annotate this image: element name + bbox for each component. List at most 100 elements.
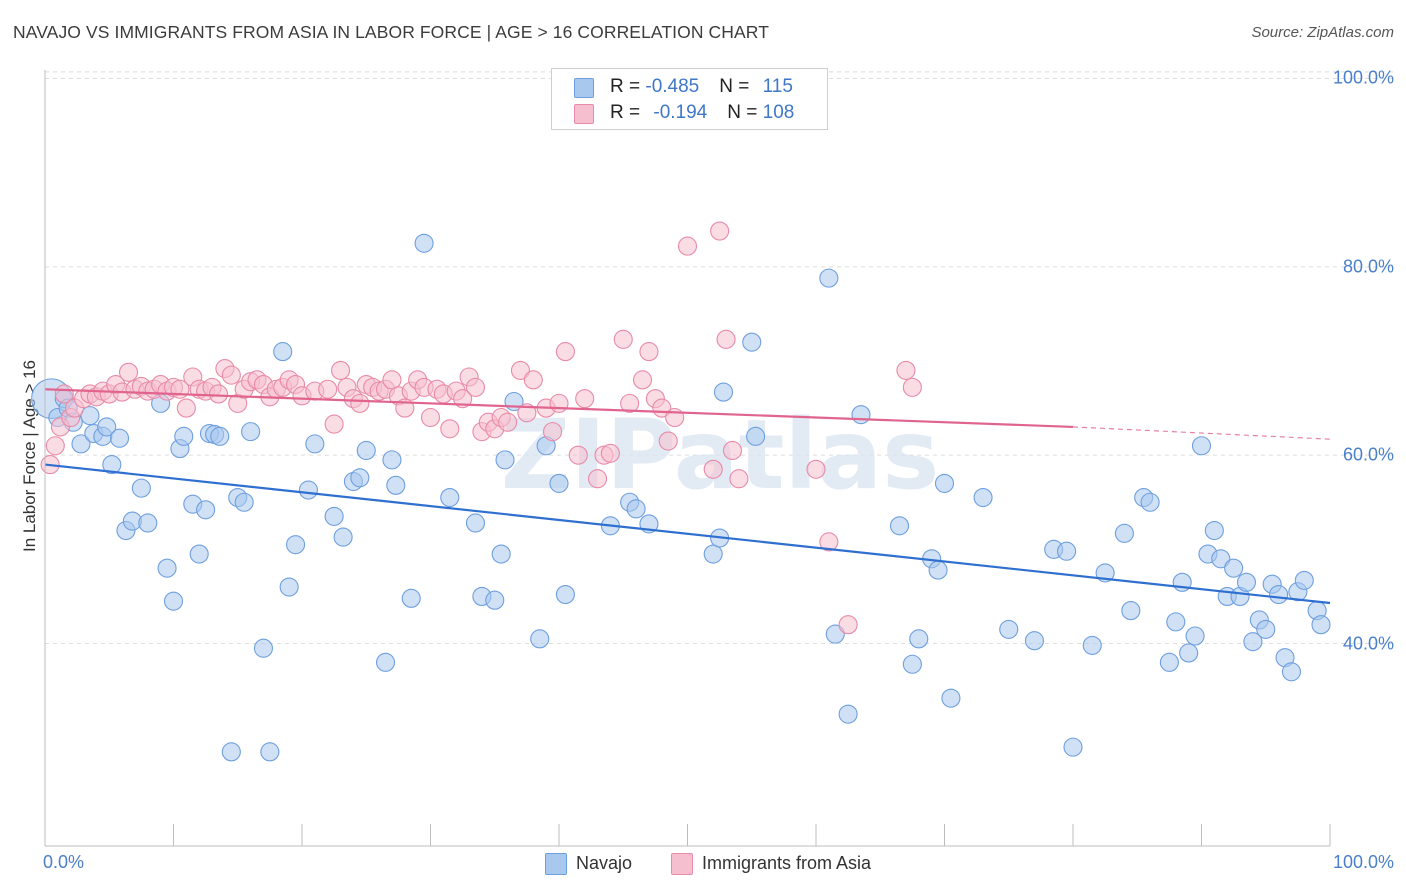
navajo-point bbox=[210, 426, 230, 446]
navajo-point bbox=[1191, 436, 1212, 456]
y-tick-label: 40.0% bbox=[1342, 633, 1394, 654]
navajo-point bbox=[941, 688, 961, 708]
asia-point bbox=[510, 360, 531, 380]
navajo-point bbox=[825, 624, 845, 644]
asia-point bbox=[600, 443, 620, 463]
navajo-point bbox=[491, 544, 511, 564]
asia-point bbox=[176, 398, 196, 418]
n-label: N = bbox=[719, 76, 755, 97]
navajo-point bbox=[742, 332, 762, 352]
asia-point bbox=[420, 407, 441, 428]
y-tick-label: 100.0% bbox=[1332, 67, 1394, 88]
navajo-point bbox=[1114, 523, 1134, 543]
asia-point bbox=[453, 389, 473, 409]
navajo-point bbox=[1204, 520, 1224, 541]
navajo-point bbox=[1179, 643, 1199, 663]
asia-point bbox=[575, 389, 595, 409]
navajo-point bbox=[279, 577, 299, 597]
asia-point bbox=[620, 393, 640, 413]
navajo-point bbox=[746, 426, 766, 446]
asia-point bbox=[543, 422, 563, 442]
navajo-trend-line bbox=[44, 463, 1331, 605]
asia-point bbox=[716, 329, 736, 349]
navajo-point bbox=[549, 473, 569, 493]
asia-point bbox=[517, 403, 537, 423]
asia-point bbox=[498, 412, 518, 432]
navajo-point bbox=[163, 591, 184, 611]
navajo-point bbox=[851, 405, 871, 425]
asia-point bbox=[896, 360, 916, 380]
navajo-point bbox=[157, 558, 177, 578]
navajo-point bbox=[838, 704, 858, 724]
asia-legend-swatch-icon bbox=[671, 853, 693, 875]
navajo-point bbox=[555, 585, 575, 605]
navajo-point bbox=[440, 488, 460, 508]
r-label: R = bbox=[610, 76, 646, 97]
asia-point bbox=[330, 360, 351, 380]
source-label: Source: ZipAtlas.com bbox=[1251, 24, 1394, 41]
navajo-point bbox=[819, 268, 839, 288]
navajo-point bbox=[495, 450, 515, 470]
navajo-point bbox=[703, 544, 723, 564]
n-label: N = bbox=[727, 102, 763, 123]
navajo-point bbox=[1159, 652, 1179, 672]
navajo-point bbox=[401, 588, 421, 608]
asia-point bbox=[639, 342, 659, 362]
r-value: -0.485 bbox=[645, 76, 700, 97]
navajo-point bbox=[333, 527, 353, 547]
navajo-point bbox=[324, 506, 344, 526]
x-tick-label-min: 0.0% bbox=[43, 852, 85, 872]
navajo-point bbox=[375, 652, 396, 672]
y-tick-label: 80.0% bbox=[1342, 256, 1394, 277]
navajo-point bbox=[1057, 541, 1077, 561]
navajo-point bbox=[1311, 615, 1331, 635]
asia-swatch-icon bbox=[574, 104, 594, 124]
asia-point bbox=[208, 384, 229, 404]
navajo-point bbox=[485, 590, 505, 610]
asia-point bbox=[118, 362, 139, 382]
navajo-point bbox=[909, 629, 929, 649]
asia-point bbox=[523, 370, 543, 390]
asia-point bbox=[658, 431, 678, 451]
navajo-point bbox=[138, 513, 158, 533]
navajo-point bbox=[221, 742, 241, 762]
navajo-point bbox=[889, 516, 910, 536]
navajo-point bbox=[97, 417, 117, 437]
navajo-point bbox=[1256, 619, 1276, 639]
navajo-point bbox=[298, 480, 318, 500]
asia-point bbox=[221, 365, 241, 385]
asia-point bbox=[677, 236, 698, 256]
navajo-point bbox=[1281, 662, 1301, 682]
asia-point bbox=[703, 459, 723, 479]
y-tick-label: 60.0% bbox=[1342, 444, 1394, 465]
asia-point bbox=[902, 377, 922, 397]
navajo-point bbox=[109, 428, 130, 448]
correlation-stats-box: R = -0.485 N = 115 R = -0.194 N = 108 bbox=[551, 68, 828, 130]
n-value: 108 bbox=[762, 102, 795, 123]
asia-point bbox=[729, 469, 749, 489]
asia-point bbox=[568, 445, 588, 465]
navajo-point bbox=[241, 422, 261, 442]
asia-point bbox=[324, 414, 344, 434]
navajo-point bbox=[386, 475, 406, 495]
navajo-point bbox=[934, 473, 955, 493]
navajo-point bbox=[1211, 549, 1231, 569]
asia-point bbox=[722, 440, 743, 461]
asia-point bbox=[587, 469, 608, 489]
asia-point bbox=[806, 459, 826, 479]
navajo-point bbox=[189, 544, 209, 564]
navajo-point bbox=[234, 492, 254, 512]
stats-text-asia: R = -0.194 N = 108 bbox=[610, 102, 794, 124]
navajo-point bbox=[80, 406, 100, 426]
asia-point bbox=[549, 393, 569, 413]
navajo-point bbox=[1082, 635, 1102, 655]
asia-trend-line bbox=[44, 388, 1074, 429]
navajo-point bbox=[71, 434, 91, 454]
asia-point bbox=[710, 221, 730, 241]
navajo-point bbox=[1185, 626, 1205, 646]
asia-trend-extension bbox=[1072, 426, 1331, 440]
chart-title: NAVAJO VS IMMIGRANTS FROM ASIA IN LABOR … bbox=[13, 22, 770, 42]
navajo-point bbox=[1166, 612, 1186, 632]
n-value: 115 bbox=[762, 76, 793, 97]
navajo-point bbox=[902, 654, 922, 674]
